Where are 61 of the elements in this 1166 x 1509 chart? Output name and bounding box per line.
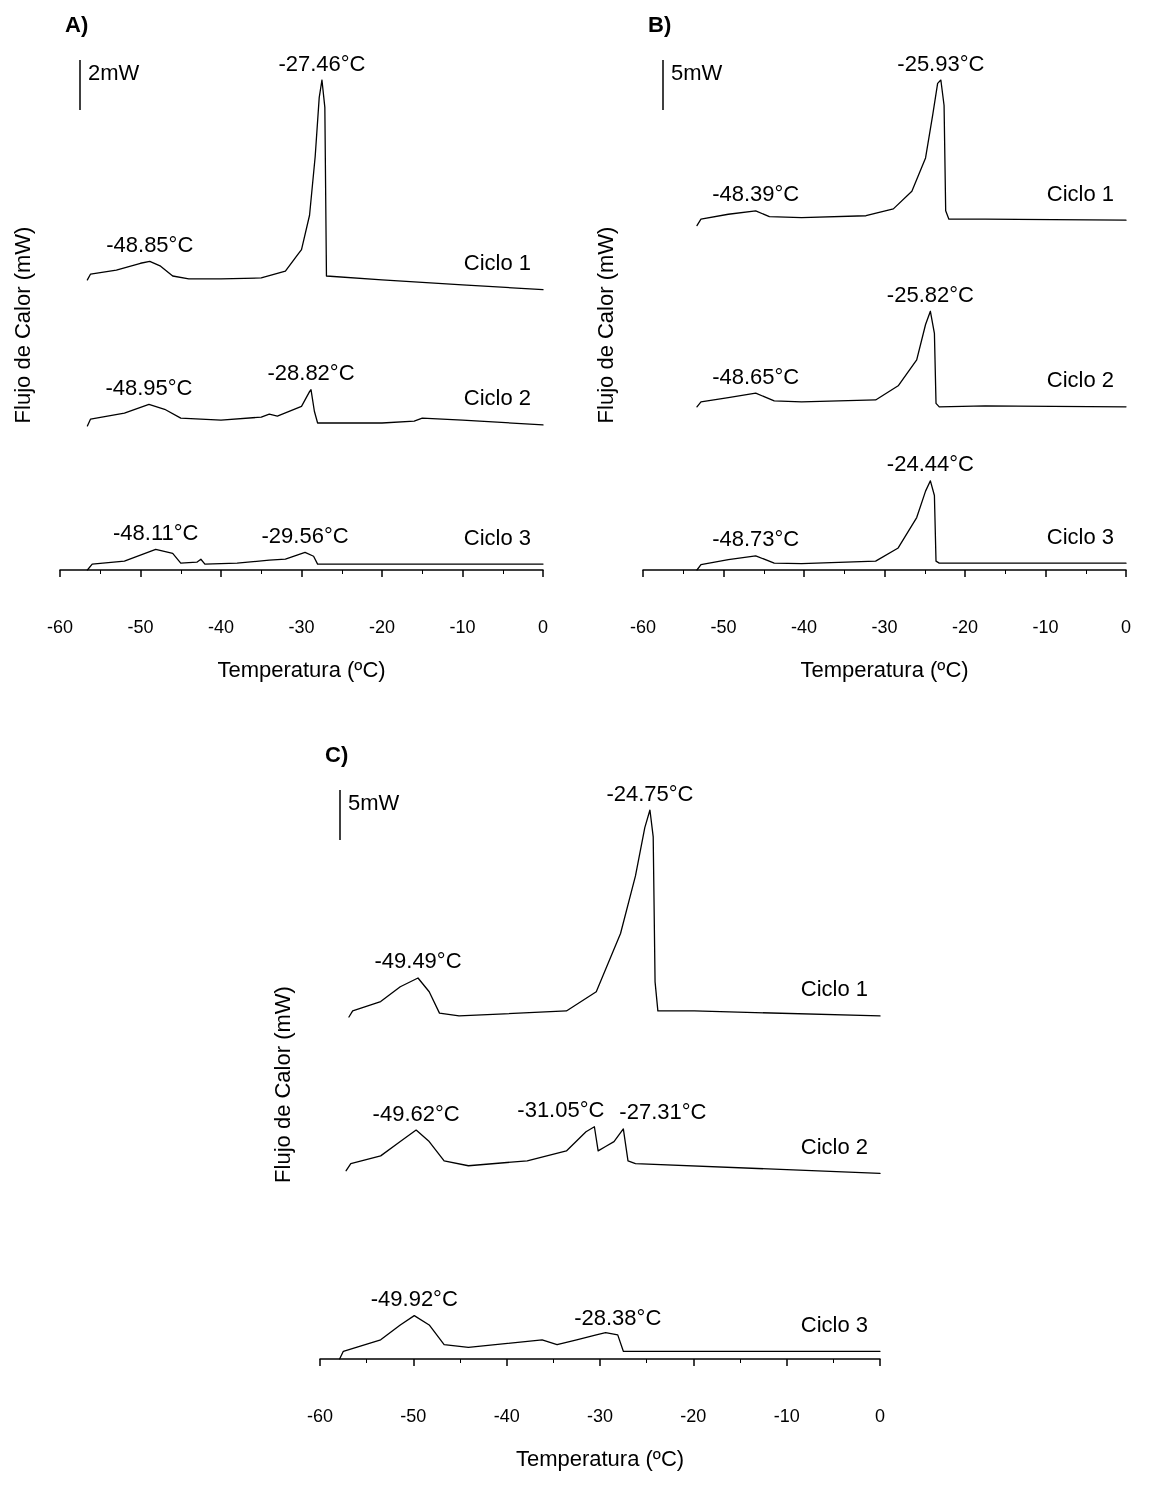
x-tick-label: -20 [368, 617, 396, 637]
annotation: -24.75°C [606, 780, 694, 806]
x-tick-label: -20 [951, 617, 979, 637]
annotation: -49.49°C [374, 948, 462, 974]
series-label: Ciclo 2 [800, 1133, 868, 1159]
annotation: -49.62°C [372, 1100, 460, 1126]
x-tick-label: -20 [680, 1406, 707, 1426]
annotation: -48.65°C [712, 363, 800, 389]
annotation: -24.44°C [886, 451, 975, 477]
y-axis-title: Flujo de Calor (mW) [592, 226, 618, 424]
series-label: Ciclo 3 [800, 1311, 868, 1337]
annotation: -48.73°C [712, 526, 800, 552]
x-tick-label: -40 [790, 617, 818, 637]
annotation: -48.85°C [106, 231, 194, 257]
x-axis-title: Temperatura (ºC) [800, 656, 969, 682]
annotation: -27.46°C [278, 50, 366, 76]
y-axis-title: Flujo de Calor (mW) [269, 986, 295, 1183]
series-label: Ciclo 3 [463, 524, 531, 550]
annotation: -29.56°C [261, 522, 349, 548]
chart-title: A) [65, 11, 89, 37]
x-tick-label: -10 [1032, 617, 1059, 637]
x-tick-label: -60 [629, 617, 657, 637]
annotation: -28.82°C [267, 360, 355, 386]
x-axis-title: Temperatura (ºC) [217, 656, 386, 682]
x-tick-label: -60 [46, 617, 74, 637]
x-tick-label: -60 [306, 1406, 334, 1426]
annotation: -48.39°C [712, 181, 800, 207]
chart-title: C) [325, 741, 349, 767]
annotation: -31.05°C [517, 1097, 605, 1123]
annotation: -49.92°C [370, 1286, 458, 1312]
series-label: Ciclo 3 [1046, 523, 1114, 549]
series-label: Ciclo 1 [463, 250, 531, 276]
annotation: -25.82°C [886, 281, 975, 307]
x-tick-label: -40 [493, 1406, 520, 1426]
annotation: 5mW [348, 789, 400, 815]
annotation: 2mW [88, 59, 140, 85]
chart-title: B) [648, 11, 672, 37]
series-label: Ciclo 2 [1046, 367, 1114, 393]
x-tick-label: -30 [586, 1406, 614, 1426]
x-axis-title: Temperatura (ºC) [515, 1445, 685, 1471]
series-label: Ciclo 1 [800, 976, 868, 1002]
annotation: -48.11°C [113, 519, 199, 545]
x-tick-label: 0 [1120, 617, 1132, 637]
series-label: Ciclo 2 [463, 385, 531, 411]
x-tick-label: 0 [537, 617, 549, 637]
x-tick-label: -10 [773, 1406, 800, 1426]
x-tick-label: -40 [207, 617, 235, 637]
x-tick-label: 0 [874, 1406, 886, 1426]
annotation: 5mW [671, 59, 723, 85]
x-tick-label: -30 [871, 617, 898, 637]
x-tick-label: -50 [710, 617, 737, 637]
annotation: -27.31°C [619, 1099, 707, 1125]
x-tick-label: -10 [449, 617, 476, 637]
x-tick-label: -50 [400, 1406, 427, 1426]
y-axis-title: Flujo de Calor (mW) [9, 226, 35, 424]
annotation: -25.93°C [897, 50, 985, 76]
x-tick-label: -30 [288, 617, 315, 637]
series-label: Ciclo 1 [1046, 180, 1114, 206]
x-tick-label: -50 [127, 617, 154, 637]
annotation: -48.95°C [105, 374, 193, 400]
annotation: -28.38°C [574, 1305, 662, 1331]
